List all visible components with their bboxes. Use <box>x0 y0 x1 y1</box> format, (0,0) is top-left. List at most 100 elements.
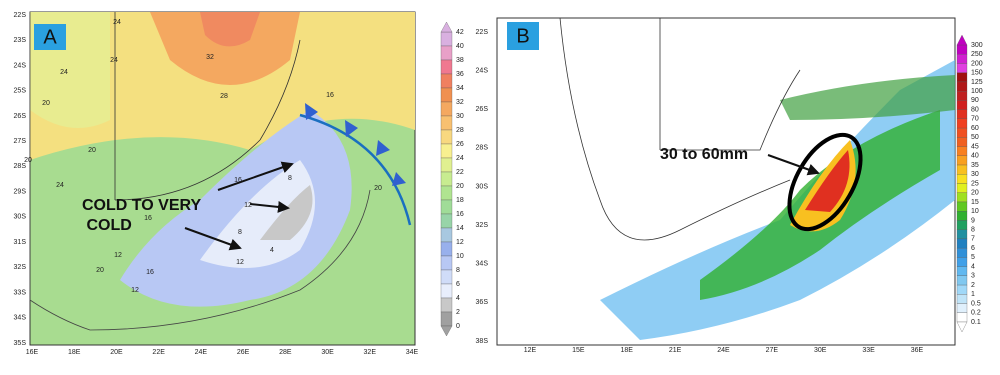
lon-label: 21E <box>669 347 682 354</box>
lon-label: 36E <box>911 347 924 354</box>
colorbar-label: 0 <box>456 323 460 330</box>
colorbar-cell <box>956 54 968 64</box>
colorbar-label: 0.5 <box>971 300 981 307</box>
colorbar-cell <box>956 183 968 193</box>
colorbar-label: 34 <box>456 85 464 92</box>
contour-label: 12 <box>131 287 139 294</box>
colorbar-label: 45 <box>971 143 979 150</box>
colorbar-cell <box>440 157 453 173</box>
colorbar-cell <box>440 115 453 131</box>
contour-label: 32 <box>206 54 214 61</box>
lat-label: 22S <box>476 29 489 36</box>
colorbar-cell <box>440 269 453 285</box>
contour-label: 4 <box>270 247 274 254</box>
colorbar-label: 2 <box>971 282 975 289</box>
annotation: COLD TO VERY COLD <box>82 197 201 234</box>
colorbar-cell <box>956 100 968 110</box>
lon-label: 18E <box>68 349 81 356</box>
contour-label: 8 <box>288 175 292 182</box>
panel-label: A <box>43 26 57 48</box>
colorbar-cell <box>440 241 453 257</box>
colorbar-cell <box>956 247 968 258</box>
colorbar-label: 8 <box>971 227 975 234</box>
colorbar-label: 38 <box>456 57 464 64</box>
contour-label: 28 <box>220 93 228 100</box>
colorbar-arrow <box>440 325 453 337</box>
colorbar-label: 12 <box>456 239 464 246</box>
lat-label: 31S <box>14 239 27 246</box>
colorbar-cell <box>440 311 453 327</box>
map-a <box>29 11 416 346</box>
contour-label: 12 <box>236 259 244 266</box>
lat-label: 35S <box>14 340 27 347</box>
colorbar-cell <box>956 211 968 221</box>
lat-label: 25S <box>14 88 27 95</box>
colorbar-label: 300 <box>971 42 983 49</box>
lat-label: 36S <box>476 299 489 306</box>
lat-label: 28S <box>14 163 27 170</box>
contour-label: 12 <box>244 202 252 209</box>
contour-label: 16 <box>234 177 242 184</box>
contour-label: 20 <box>42 100 50 107</box>
colorbar-cell <box>440 227 453 243</box>
lat-label: 34S <box>14 315 27 322</box>
colorbar-label: 10 <box>456 253 464 260</box>
colorbar-label: 50 <box>971 134 979 141</box>
colorbar-label: 5 <box>971 254 975 261</box>
colorbar-label: 32 <box>456 99 464 106</box>
colorbar-arrow <box>440 21 453 33</box>
colorbar-cell <box>956 312 968 323</box>
panel-label: B <box>516 25 529 47</box>
contour-label: 20 <box>24 157 32 164</box>
colorbar-cell <box>956 238 968 249</box>
lon-label: 34E <box>406 349 419 356</box>
lat-label: 22S <box>14 12 27 19</box>
colorbar-cell <box>440 31 453 47</box>
colorbar-cell <box>956 201 968 212</box>
colorbar-label: 200 <box>971 60 983 67</box>
contour-label: 24 <box>60 69 68 76</box>
colorbar-cell <box>956 109 968 120</box>
colorbar-label: 150 <box>971 70 983 77</box>
colorbar-label: 0.1 <box>971 319 981 326</box>
colorbar-label: 125 <box>971 79 983 86</box>
colorbar-label: 9 <box>971 217 975 224</box>
colorbar-label: 40 <box>971 153 979 160</box>
lat-label: 30S <box>476 183 489 190</box>
colorbar-cell <box>440 45 453 61</box>
colorbar-label: 3 <box>971 273 975 280</box>
colorbar-cell <box>440 129 453 145</box>
lon-label: 24E <box>717 347 730 354</box>
colorbar-cell <box>440 101 453 117</box>
colorbar-cell <box>440 73 453 89</box>
colorbar-cell <box>956 294 968 304</box>
contour-label: 16 <box>144 215 152 222</box>
lat-label: 29S <box>14 188 27 195</box>
colorbar-label: 1 <box>971 291 975 298</box>
lon-label: 12E <box>524 347 537 354</box>
contour-label: 20 <box>88 147 96 154</box>
colorbar-label: 90 <box>971 97 979 104</box>
contour-label: 20 <box>374 185 382 192</box>
colorbar-cell <box>956 266 968 276</box>
colorbar-label: 60 <box>971 125 979 132</box>
colorbar-label: 24 <box>456 155 464 162</box>
colorbar-label: 35 <box>971 162 979 169</box>
lat-label: 28S <box>476 145 489 152</box>
lon-label: 18E <box>621 347 634 354</box>
colorbar-label: 42 <box>456 29 464 36</box>
lon-label: 26E <box>237 349 250 356</box>
colorbar-arrow <box>956 34 968 46</box>
colorbar-cell <box>956 81 968 92</box>
lat-label: 24S <box>14 62 27 69</box>
lon-label: 30E <box>321 349 334 356</box>
label-box <box>34 24 66 50</box>
colorbar-cell <box>440 255 453 271</box>
colorbar-cell <box>440 171 453 187</box>
colorbar-cell <box>956 63 968 73</box>
colorbar-cell <box>956 192 968 203</box>
colorbar-cell <box>440 199 453 215</box>
lat-label: 24S <box>476 67 489 74</box>
colorbar-label: 6 <box>456 281 460 288</box>
